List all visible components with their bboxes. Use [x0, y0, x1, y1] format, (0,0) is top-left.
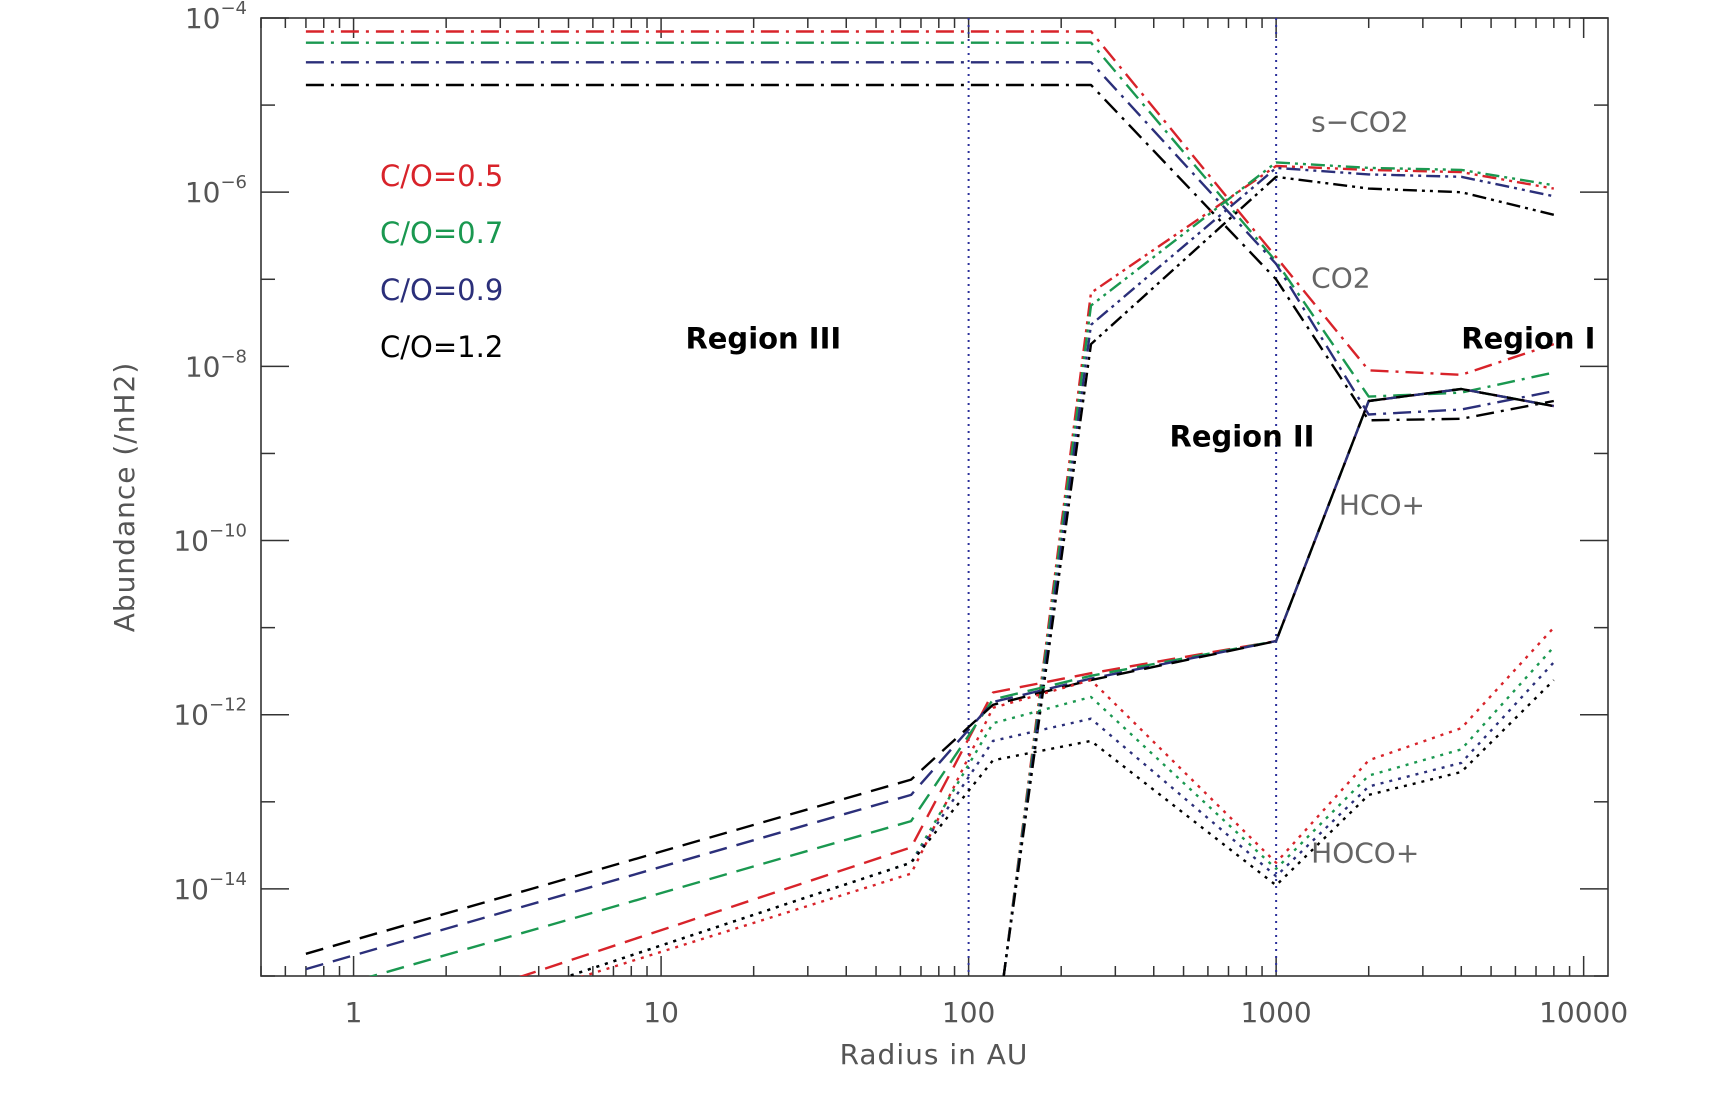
series-annotation: HCO+: [1339, 488, 1425, 521]
y-tick-label: 10−4: [185, 0, 247, 35]
y-tick-label: 10−6: [185, 172, 247, 209]
legend-entry: C/O=0.9: [380, 273, 503, 307]
legend-entry: C/O=0.7: [380, 216, 503, 250]
series-line: [1002, 166, 1555, 976]
x-axis-title: Radius in AU: [840, 1038, 1029, 1071]
series-line: [305, 387, 1555, 971]
series-line: [305, 83, 1555, 422]
y-tick-label: 10−14: [173, 869, 247, 906]
legend-entry: C/O=0.5: [380, 159, 503, 193]
axis-tick-labels: 1 10 100 1000 10000 10−14 10−12 10−10 10−8 10−6 10…: [173, 0, 1628, 1029]
y-axis-title: Abundance (/nH2): [108, 362, 141, 633]
series-line: [368, 387, 1555, 976]
series-line: [565, 679, 1555, 976]
region-labels: Region III Region II Region I: [685, 322, 1595, 454]
y-tick-label: 10−10: [173, 521, 247, 558]
data-series: [305, 30, 1555, 976]
series-line: [1002, 164, 1555, 976]
series-annotations: s−CO2 CO2 HCO+ HOCO+: [1311, 105, 1425, 869]
x-tick-label: 10: [643, 996, 679, 1029]
series-line: [305, 41, 1555, 398]
region-label: Region II: [1169, 420, 1314, 454]
series-line: [305, 387, 1555, 955]
series-line: [305, 30, 1555, 376]
series-line: [1002, 161, 1554, 976]
series-line: [305, 61, 1555, 416]
x-tick-label: 1: [345, 996, 363, 1029]
series-line: [565, 646, 1555, 976]
series-annotation: CO2: [1311, 262, 1370, 295]
series-annotation: HOCO+: [1311, 837, 1419, 870]
x-tick-label: 100: [942, 996, 995, 1029]
region-boundaries: [967, 18, 1278, 976]
x-tick-label: 10000: [1539, 996, 1628, 1029]
y-tick-label: 10−12: [173, 695, 247, 732]
series-annotation: s−CO2: [1311, 105, 1408, 138]
series-line: [1002, 175, 1555, 976]
plot-frame: [260, 17, 1609, 977]
legend: C/O=0.5 C/O=0.7 C/O=0.9 C/O=1.2: [380, 159, 503, 364]
y-tick-label: 10−8: [185, 346, 247, 383]
axis-ticks: [260, 17, 1608, 977]
region-label: Region I: [1461, 322, 1595, 356]
x-tick-label: 1000: [1240, 996, 1311, 1029]
region-label: Region III: [685, 322, 841, 356]
legend-entry: C/O=1.2: [380, 330, 503, 364]
